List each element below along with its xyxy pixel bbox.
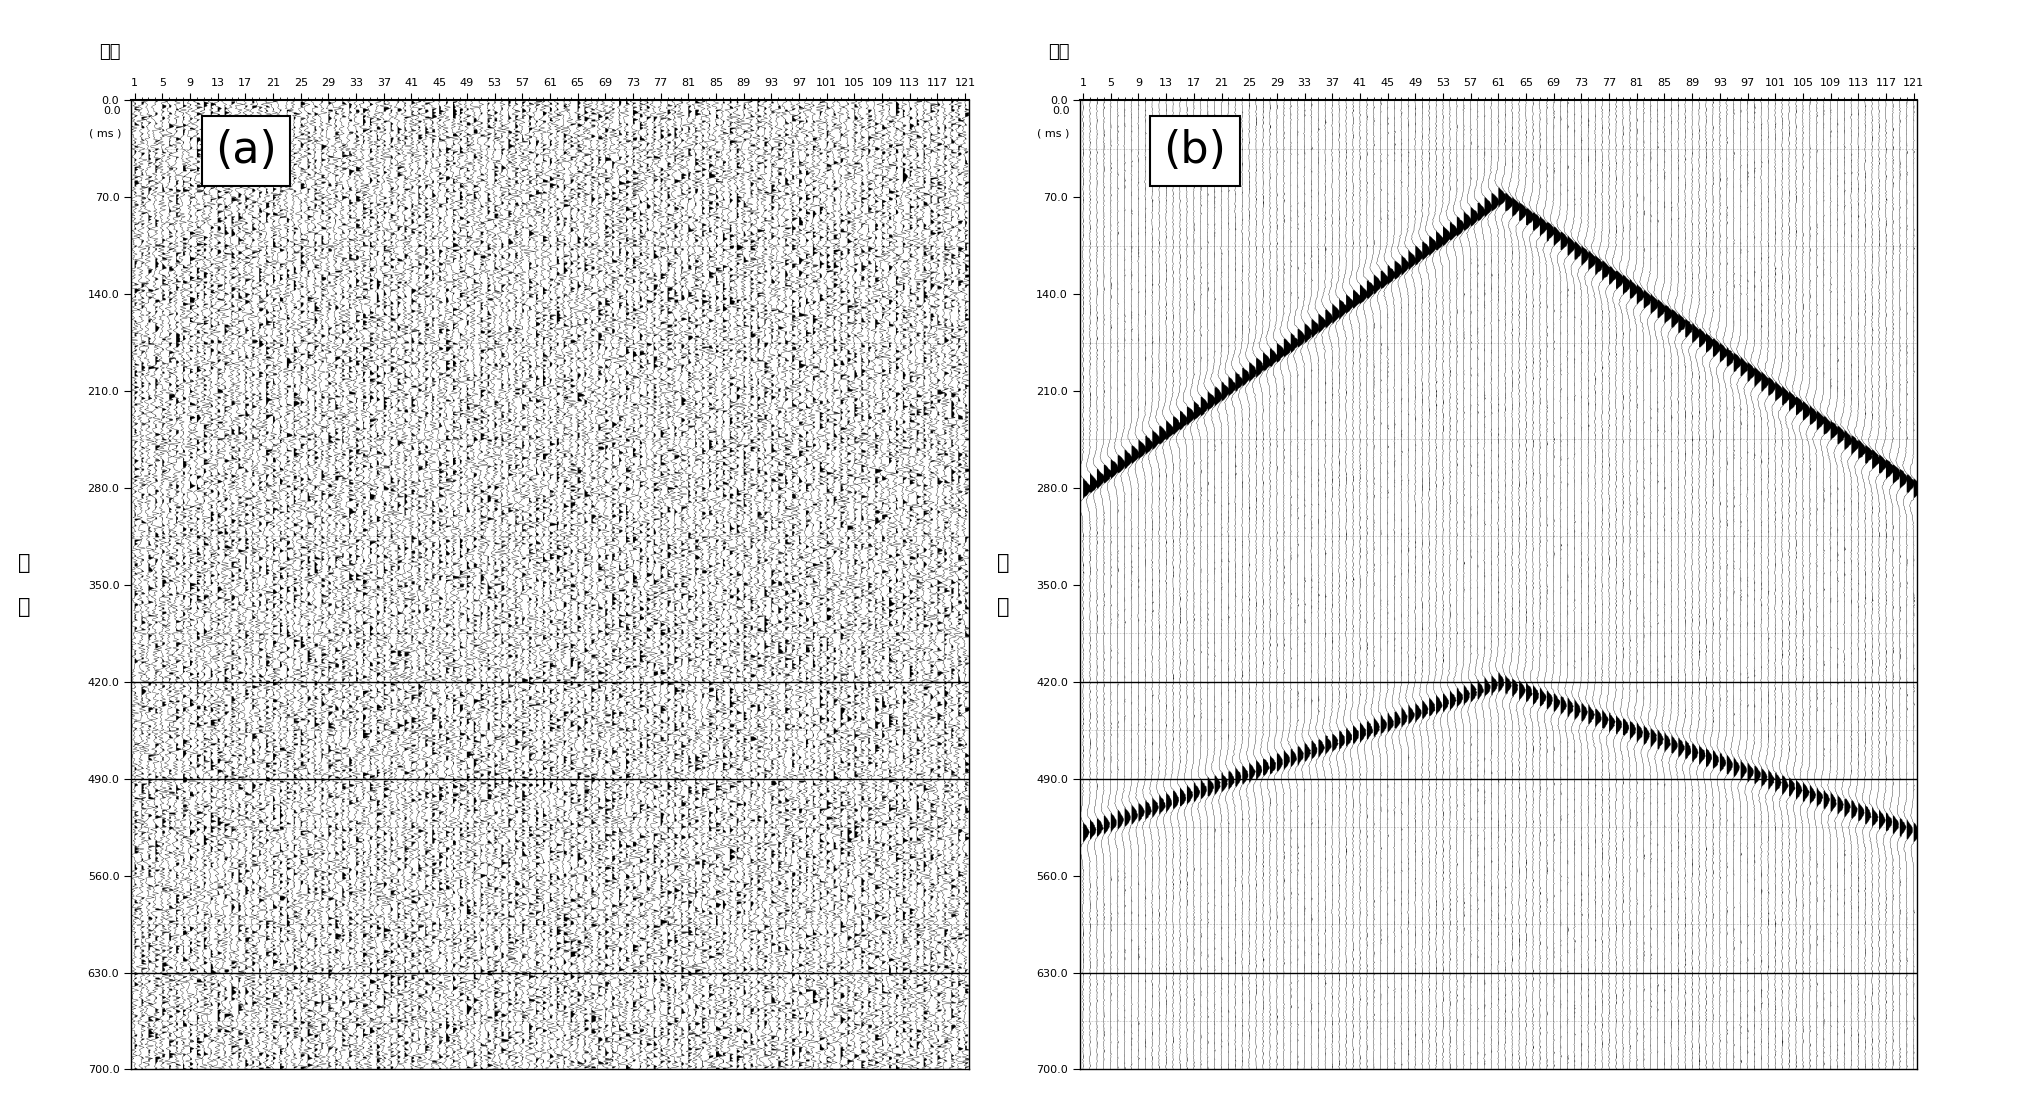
Text: 时: 时 <box>18 553 30 573</box>
Text: 时: 时 <box>997 553 1009 573</box>
Text: 道号: 道号 <box>99 43 121 61</box>
Text: ( ms ): ( ms ) <box>89 128 121 138</box>
Text: 0.0: 0.0 <box>1051 106 1070 116</box>
Text: 间: 间 <box>18 597 30 617</box>
Text: 间: 间 <box>997 597 1009 617</box>
Text: (b): (b) <box>1164 129 1227 173</box>
Text: 0.0: 0.0 <box>103 106 121 116</box>
Text: 道号: 道号 <box>1047 43 1070 61</box>
Text: (a): (a) <box>216 129 276 173</box>
Text: ( ms ): ( ms ) <box>1037 128 1070 138</box>
